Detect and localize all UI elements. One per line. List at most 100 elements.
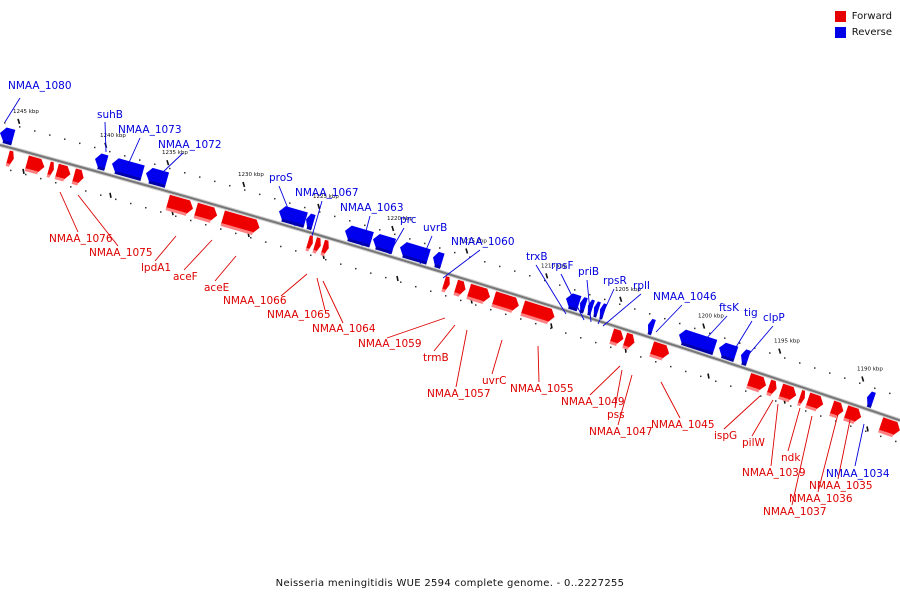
gene-label-trmb[interactable]: trmB	[423, 352, 449, 364]
tick-mark	[465, 248, 469, 254]
track-dot	[724, 337, 726, 339]
gene-label-uvrc[interactable]: uvrC	[482, 375, 507, 387]
forward-gene-block	[829, 400, 844, 419]
forward-gene-block	[766, 379, 777, 397]
gene-label-rpli[interactable]: rplI	[633, 280, 650, 292]
gene-label-pros[interactable]: proS	[269, 172, 293, 184]
gene-label-nmaa_1046[interactable]: NMAA_1046	[653, 291, 717, 303]
forward-swatch	[834, 10, 846, 22]
track-dot	[220, 228, 222, 230]
forward-gene-block	[878, 417, 900, 438]
track-dot	[670, 365, 672, 368]
track-dot	[685, 370, 687, 373]
gene-label-nmaa_1080[interactable]: NMAA_1080	[8, 80, 72, 92]
gene-label-nmaa_1063[interactable]: NMAA_1063	[340, 202, 404, 214]
gene-label-nmaa_1037[interactable]: NMAA_1037	[763, 506, 827, 518]
gene-label-acee[interactable]: aceE	[204, 282, 229, 294]
track-dot	[85, 190, 87, 192]
gene-label-rpsr[interactable]: rpsR	[603, 275, 627, 287]
gene-label-suhb[interactable]: suhB	[97, 109, 123, 121]
gene-label-clpp[interactable]: clpP	[763, 312, 785, 324]
track-dot	[325, 258, 327, 261]
gene-label-nmaa_1065[interactable]: NMAA_1065	[267, 309, 331, 321]
tick-label: 1240 kbp	[100, 133, 126, 139]
tick-label: 1200 kbp	[698, 314, 724, 320]
gene-leader-line	[388, 227, 405, 255]
track-dot	[130, 202, 132, 205]
gene-label-prc[interactable]: prc	[400, 214, 417, 226]
reverse-gene-block	[741, 349, 751, 367]
tick-label: 1215 kbp	[461, 239, 487, 245]
forward-gene-block	[193, 202, 218, 223]
gene-label-trxb[interactable]: trxB	[526, 251, 548, 263]
gene-label-nmaa_1064[interactable]: NMAA_1064	[312, 323, 376, 335]
track-dot	[784, 357, 786, 359]
track-dot	[550, 327, 552, 330]
gene-leader-line	[791, 415, 813, 506]
track-dot	[619, 303, 621, 305]
gene-leader-line	[361, 215, 371, 247]
gene-label-ispg[interactable]: ispG	[714, 430, 737, 442]
track-dot	[304, 206, 306, 209]
gene-label-tig[interactable]: tig	[744, 307, 758, 319]
track-dot	[10, 169, 12, 172]
track-dot	[769, 352, 771, 354]
gene-label-pilw[interactable]: pilW	[742, 437, 765, 449]
gene-label-nmaa_1039[interactable]: NMAA_1039	[742, 467, 806, 479]
gene-label-nmaa_1060[interactable]: NMAA_1060	[451, 236, 515, 248]
tick-mark	[242, 181, 246, 188]
track-dot	[334, 215, 336, 218]
legend: Forward Reverse	[834, 8, 892, 40]
track-dot	[355, 267, 357, 270]
gene-label-ftsk[interactable]: ftsK	[719, 302, 740, 314]
gene-leader-line	[535, 264, 567, 315]
gene-label-nmaa_1034[interactable]: NMAA_1034	[826, 468, 890, 480]
gene-label-nmaa_1049[interactable]: NMAA_1049	[561, 396, 625, 408]
track-dot	[205, 224, 207, 226]
track-dot	[460, 299, 462, 302]
track-dot	[79, 142, 81, 145]
track-dot	[214, 180, 216, 183]
gene-label-acef[interactable]: aceF	[173, 271, 198, 283]
gene-leader-line	[214, 255, 237, 282]
reverse-gene-block	[866, 391, 876, 408]
gene-leader-line	[732, 320, 753, 353]
tick-mark	[702, 323, 706, 329]
gene-label-prib[interactable]: priB	[578, 266, 599, 278]
gene-label-nmaa_1035[interactable]: NMAA_1035	[809, 480, 873, 492]
gene-leader-line	[280, 273, 308, 297]
gene-label-ndk[interactable]: ndk	[781, 452, 801, 464]
gene-label-nmaa_1055[interactable]: NMAA_1055	[510, 383, 574, 395]
gene-label-nmaa_1075[interactable]: NMAA_1075	[89, 247, 153, 259]
gene-label-nmaa_1047[interactable]: NMAA_1047	[589, 426, 653, 438]
gene-leader-line	[586, 279, 592, 323]
gene-label-nmaa_1067[interactable]: NMAA_1067	[295, 187, 359, 199]
backbone	[0, 144, 900, 422]
gene-label-nmaa_1073[interactable]: NMAA_1073	[118, 124, 182, 136]
gene-label-nmaa_1066[interactable]: NMAA_1066	[223, 295, 287, 307]
gene-label-uvrb[interactable]: uvrB	[423, 222, 447, 234]
forward-gene-block	[312, 237, 321, 254]
track-dot	[19, 126, 21, 128]
track-dot	[535, 322, 537, 325]
track-dot	[790, 405, 792, 407]
track-dot	[34, 130, 36, 132]
gene-label-nmaa_1072[interactable]: NMAA_1072	[158, 139, 222, 151]
gene-leader-line	[617, 374, 633, 426]
gene-leader-line	[386, 317, 446, 339]
track-dot	[55, 181, 57, 184]
track-dot	[610, 346, 612, 349]
reverse-gene-block	[146, 167, 170, 188]
gene-label-nmaa_1059[interactable]: NMAA_1059	[358, 338, 422, 350]
gene-label-nmaa_1036[interactable]: NMAA_1036	[789, 493, 853, 505]
gene-label-rpsf[interactable]: rpsF	[551, 260, 574, 272]
track-dot	[595, 341, 597, 344]
track-dot	[805, 410, 807, 412]
gene-label-nmaa_1076[interactable]: NMAA_1076	[49, 233, 113, 245]
gene-label-nmaa_1045[interactable]: NMAA_1045	[651, 419, 715, 431]
track-dot	[679, 322, 681, 325]
gene-label-nmaa_1057[interactable]: NMAA_1057	[427, 388, 491, 400]
gene-label-lpda1[interactable]: lpdA1	[141, 262, 171, 274]
track-dot	[895, 440, 897, 443]
reverse-gene-block	[373, 234, 397, 255]
